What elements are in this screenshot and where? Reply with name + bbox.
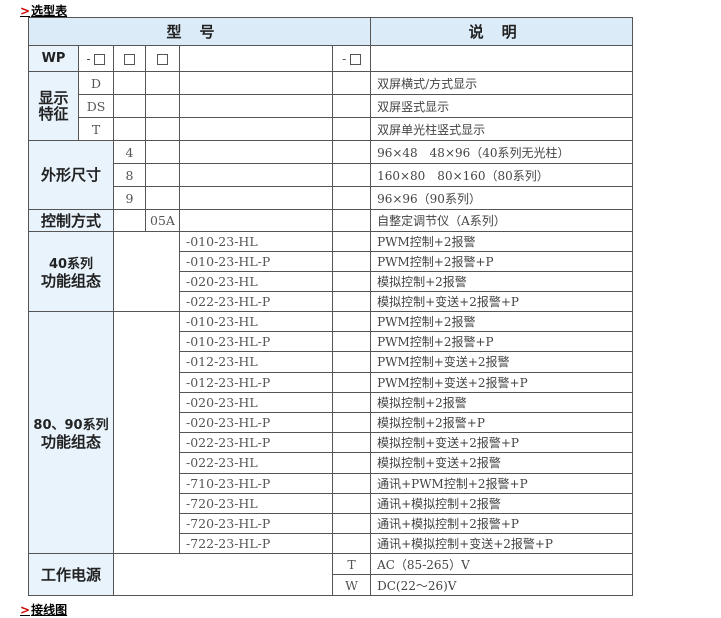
header-description: 说明 bbox=[370, 17, 634, 46]
table-row: -022-23-HL-P 模拟控制+变送+2报警+P bbox=[29, 291, 634, 312]
series80-code: -012-23-HL bbox=[186, 354, 258, 370]
series80-desc: 模拟控制+变送+2报警+P bbox=[377, 436, 519, 451]
series80-desc: PWM控制+变送+2报警+P bbox=[377, 375, 528, 390]
series40-desc: PWM控制+2报警+P bbox=[377, 255, 494, 269]
size-code: 8 bbox=[125, 167, 134, 183]
table-row: -722-23-HL-P 通讯+模拟控制+变送+2报警+P bbox=[29, 533, 634, 555]
series40-code: -010-23-HL-P bbox=[186, 254, 271, 269]
display-label: 显示特征 bbox=[38, 89, 69, 123]
box-icon bbox=[124, 53, 135, 65]
series40-code: -010-23-HL bbox=[186, 234, 258, 249]
series80-desc: 通讯+模拟控制+变送+2报警+P bbox=[377, 537, 554, 552]
series40-code: -020-23-HL bbox=[186, 274, 258, 289]
table-row: 外形尺寸 4 96×48 48×96（40系列无光柱） bbox=[28, 140, 634, 210]
series40-code: -022-23-HL-P bbox=[186, 294, 271, 309]
series80-label-1: 80、90系列 bbox=[33, 417, 109, 433]
wp-slot-3 bbox=[145, 45, 180, 72]
display-code: D bbox=[90, 75, 102, 91]
section-title-wiring: >接线图 bbox=[20, 601, 67, 618]
box-icon bbox=[94, 53, 106, 65]
table-row: 80、90系列 功能组态 -010-23-HL PWM控制+2报警 bbox=[28, 310, 634, 555]
size-label: 外形尺寸 bbox=[40, 166, 101, 184]
table-row: DS 双屏竖式显示 bbox=[29, 94, 634, 118]
table-row: 显示特征 D 双屏横式/方式显示 bbox=[28, 71, 634, 141]
display-label-cell: 显示特征 bbox=[28, 71, 79, 141]
control-code: 05A bbox=[150, 213, 175, 228]
size-code: 9 bbox=[125, 190, 134, 206]
table-row: 8 160×80 80×160（80系列） bbox=[29, 163, 634, 187]
size-desc: 96×96（90系列） bbox=[377, 191, 481, 206]
series80-code: -722-23-HL-P bbox=[186, 536, 271, 552]
series80-desc: 通讯+模拟控制+2报警+P bbox=[377, 516, 519, 531]
series80-label-2: 功能组态 bbox=[40, 432, 101, 451]
series80-desc: PWM控制+2报警+P bbox=[377, 335, 494, 350]
series40-label-1: 40系列 bbox=[48, 256, 94, 272]
table-row: T 双屏单光柱竖式显示 bbox=[29, 117, 634, 141]
section-title-selection: >选型表 bbox=[20, 2, 67, 19]
series80-desc: 通讯+模拟控制+2报警 bbox=[377, 496, 501, 511]
empty-cell bbox=[179, 45, 333, 72]
table-row: -020-23-HL-P 模拟控制+2报警+P bbox=[29, 411, 634, 434]
series80-code: -010-23-HL bbox=[186, 314, 258, 330]
arrow-icon: > bbox=[20, 4, 31, 18]
display-desc: 双屏横式/方式显示 bbox=[377, 76, 478, 91]
series80-desc: 模拟控制+变送+2报警 bbox=[377, 456, 501, 471]
series80-desc: PWM控制+变送+2报警 bbox=[377, 355, 510, 370]
power-desc: DC(22～26)V bbox=[377, 578, 457, 593]
section-title-text: 接线图 bbox=[31, 603, 68, 617]
series80-code: -022-23-HL-P bbox=[186, 435, 271, 451]
arrow-icon: > bbox=[20, 603, 31, 617]
display-desc: 双屏单光柱竖式显示 bbox=[377, 122, 486, 137]
power-desc: AC（85-265）V bbox=[377, 557, 470, 572]
dash: - bbox=[342, 51, 347, 66]
table-row: -022-23-HL-P 模拟控制+变送+2报警+P bbox=[29, 432, 634, 454]
series80-code: -020-23-HL bbox=[186, 394, 258, 410]
size-desc: 96×48 48×96（40系列无光柱） bbox=[377, 145, 570, 160]
wp-slot-2 bbox=[113, 45, 146, 72]
table-row: W DC(22～26)V bbox=[29, 574, 634, 597]
table-row: 9 96×96（90系列） bbox=[29, 186, 634, 210]
table-row: 工作电源 T AC（85-265）V bbox=[28, 553, 634, 597]
table-row: -010-23-HL-P PWM控制+2报警+P bbox=[29, 251, 634, 272]
power-label: 工作电源 bbox=[40, 565, 101, 584]
series80-code: -020-23-HL-P bbox=[186, 415, 271, 431]
box-icon bbox=[349, 53, 361, 65]
display-code: T bbox=[91, 121, 101, 137]
table-row: 40系列 功能组态 -010-23-HL PWM控制+2报警 bbox=[28, 231, 634, 312]
power-code: T bbox=[347, 556, 356, 572]
display-code: DS bbox=[86, 98, 106, 114]
display-desc: 双屏竖式显示 bbox=[377, 99, 450, 114]
size-desc: 160×80 80×160（80系列） bbox=[377, 168, 549, 183]
wp-slot-4: - bbox=[331, 45, 372, 72]
section-title-text: 选型表 bbox=[31, 4, 68, 18]
series80-code: -022-23-HL bbox=[186, 455, 258, 471]
size-code: 4 bbox=[125, 144, 134, 160]
series80-code: -710-23-HL-P bbox=[186, 475, 271, 491]
series80-code: -720-23-HL bbox=[186, 495, 258, 511]
series80-code: -010-23-HL-P bbox=[186, 334, 271, 350]
series80-desc: PWM控制+2报警 bbox=[377, 315, 476, 330]
series80-code: -012-23-HL-P bbox=[186, 374, 271, 390]
box-icon bbox=[157, 53, 168, 65]
series40-desc: 模拟控制+2报警 bbox=[377, 275, 467, 289]
control-desc: 自整定调节仪（A系列） bbox=[377, 214, 506, 228]
series40-desc: 模拟控制+变送+2报警+P bbox=[377, 295, 519, 309]
table-row: -720-23-HL-P 通讯+模拟控制+2报警+P bbox=[29, 512, 634, 535]
series80-desc: 模拟控制+2报警+P bbox=[377, 416, 485, 431]
table-row: -022-23-HL 模拟控制+变送+2报警 bbox=[29, 452, 634, 474]
power-code: W bbox=[345, 577, 358, 593]
selection-table: 型号 说明 WP - - 显示特征 D 双屏横式/方式显示 DS 双屏竖式显示 T 双屏单光… bbox=[27, 17, 634, 597]
table-row: 控制方式 05A 自整定调节仪（A系列） bbox=[28, 209, 634, 232]
series40-label-2: 功能组态 bbox=[40, 271, 101, 290]
empty-cell bbox=[370, 45, 634, 72]
series80-desc: 通讯+PWM控制+2报警+P bbox=[377, 476, 528, 491]
series40-desc: PWM控制+2报警 bbox=[377, 235, 476, 249]
series80-code: -720-23-HL-P bbox=[186, 515, 271, 531]
header-model: 型号 bbox=[27, 17, 372, 46]
dash: - bbox=[86, 51, 91, 66]
wp-slot-1: - bbox=[78, 45, 114, 72]
control-label: 控制方式 bbox=[40, 211, 101, 230]
wp-label: WP bbox=[28, 45, 79, 72]
series80-desc: 模拟控制+2报警 bbox=[377, 395, 467, 410]
